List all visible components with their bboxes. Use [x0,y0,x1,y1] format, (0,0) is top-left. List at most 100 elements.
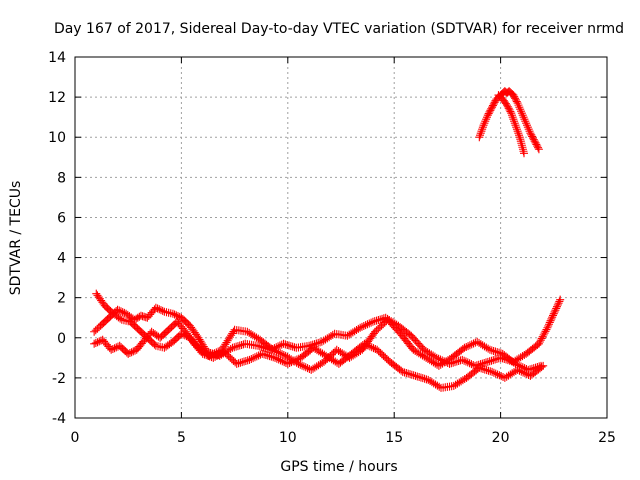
data-point [484,344,493,353]
data-point [420,374,429,383]
data-point [228,343,237,352]
data-point [512,123,521,132]
data-point [226,344,235,353]
data-point [488,367,497,376]
data-point [292,358,301,367]
data-point [240,357,249,366]
data-point [356,323,365,332]
data-point [495,371,504,380]
y-tick-label: -2 [52,371,66,387]
data-point [478,123,487,132]
data-point [400,368,409,377]
data-point [476,129,485,138]
data-point [113,305,122,314]
data-point [492,354,501,363]
data-point [279,339,288,348]
data-point [247,354,256,363]
data-point [235,341,244,350]
data-point [127,348,136,357]
data-point [361,321,370,330]
data-point [279,350,288,359]
data-point [230,343,239,352]
data-point [483,357,492,366]
data-point [524,125,533,134]
data-point [415,373,424,382]
data-point [173,312,182,321]
data-point [480,358,489,367]
data-point [180,331,189,340]
data-point [116,307,125,316]
plot-frame [74,56,608,419]
data-point [155,305,164,314]
data-point [90,339,99,348]
data-point [294,359,303,368]
data-point [234,359,243,368]
data-point [491,355,500,364]
data-point [275,341,284,350]
data-point [533,363,542,372]
data-points [90,87,565,392]
data-point [536,336,545,345]
data-point [432,353,441,362]
data-point [485,345,494,354]
data-point [177,329,186,338]
data-point [487,346,496,355]
data-point [549,311,558,320]
data-point [525,127,534,136]
data-point [212,348,221,357]
data-point [555,297,564,306]
data-point [508,113,517,122]
data-point [516,362,525,371]
data-point [515,361,524,370]
data-point [170,310,179,319]
data-point [158,306,167,315]
data-point [477,127,486,136]
y-tick-label: 6 [57,210,66,226]
data-point [398,367,407,376]
data-point [513,127,522,136]
data-point [316,338,325,347]
data-point [489,346,498,355]
data-point [551,306,560,315]
data-point [541,327,550,336]
data-point [495,348,504,357]
data-point [368,317,377,326]
data-point [535,362,544,371]
data-point [283,340,292,349]
data-point [476,360,485,369]
data-point [465,359,474,368]
data-point [518,111,527,120]
data-point [254,341,263,350]
data-point [554,299,563,308]
data-point [553,300,562,309]
data-point [241,356,250,365]
data-point [272,354,281,363]
data-point [463,358,472,367]
data-point [482,366,491,375]
data-point [513,360,522,369]
data-point [250,353,259,362]
data-point [310,340,319,349]
data-point [274,355,283,364]
data-point [214,347,223,356]
data-point [467,340,476,349]
data-point [120,308,129,317]
data-point [372,316,381,325]
data-point [544,321,553,330]
data-point [205,351,214,360]
data-point [519,113,528,122]
data-point [404,369,413,378]
data-point [467,360,476,369]
data-point [537,361,546,370]
data-point [552,302,561,311]
x-tick-label: 20 [492,430,510,446]
data-point [511,121,520,130]
x-tick-label: 15 [385,430,403,446]
data-point [125,349,134,358]
data-point [409,371,418,380]
data-point [93,338,102,347]
data-point [210,349,219,358]
data-point [238,358,247,367]
data-point [258,349,267,358]
data-point [524,365,533,374]
